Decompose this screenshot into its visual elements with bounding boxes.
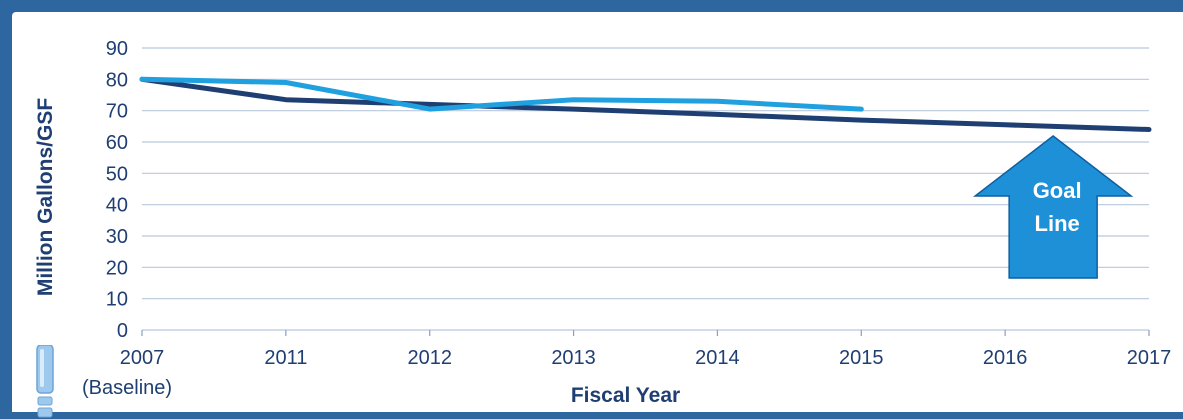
- series-line-1: [139, 76, 1152, 132]
- x-tick-label: 2017: [1127, 347, 1172, 369]
- data-point: [1003, 123, 1007, 127]
- y-tick-label: 70: [106, 101, 128, 123]
- y-tick-label: 30: [106, 226, 128, 248]
- x-axis-title: Fiscal Year: [571, 384, 680, 407]
- y-axis-title: Million Gallons/GSF: [34, 98, 57, 297]
- x-tick-label: 2016: [983, 347, 1028, 369]
- y-tick-label: 90: [106, 38, 128, 60]
- data-point: [428, 107, 432, 111]
- y-tick-label: 20: [106, 257, 128, 279]
- data-point: [284, 80, 288, 84]
- chart-panel: 0 10 20 30 40 50 60 70 80 90 2007 2011 2012 2013 2014 2…: [12, 12, 1183, 418]
- data-point: [859, 118, 863, 122]
- data-point: [1147, 127, 1151, 131]
- data-point: [572, 98, 576, 102]
- x-tick-label: 2012: [407, 347, 452, 369]
- x-tick-label: 2007: [120, 347, 165, 369]
- y-tick-label: 80: [106, 69, 128, 91]
- x-tick-label: 2013: [551, 347, 596, 369]
- y-tick-label: 40: [106, 195, 128, 217]
- y-tick-label: 60: [106, 132, 128, 154]
- x-tick-label: 2011: [264, 347, 307, 369]
- line-chart: 0 10 20 30 40 50 60 70 80 90 2007 2011 2012 2013 2014 2…: [34, 38, 1172, 407]
- data-point: [140, 77, 144, 81]
- data-point: [859, 107, 863, 111]
- x-tick-label: 2014: [695, 347, 740, 369]
- data-point: [284, 98, 288, 102]
- goal-line-label: Goal: [1033, 178, 1082, 203]
- glass-icon: [36, 345, 54, 418]
- data-point: [428, 102, 432, 106]
- data-point: [715, 112, 719, 116]
- y-tick-label: 0: [117, 320, 128, 342]
- x-tick-label: 2015: [839, 347, 884, 369]
- goal-line-arrow: [972, 135, 1134, 279]
- data-point: [572, 107, 576, 111]
- baseline-note: (Baseline): [82, 377, 172, 399]
- data-point: [715, 99, 719, 103]
- series-line-2: [139, 76, 864, 112]
- y-tick-label: 10: [106, 289, 128, 311]
- goal-line-label: Line: [1035, 211, 1080, 236]
- y-tick-label: 50: [106, 163, 128, 185]
